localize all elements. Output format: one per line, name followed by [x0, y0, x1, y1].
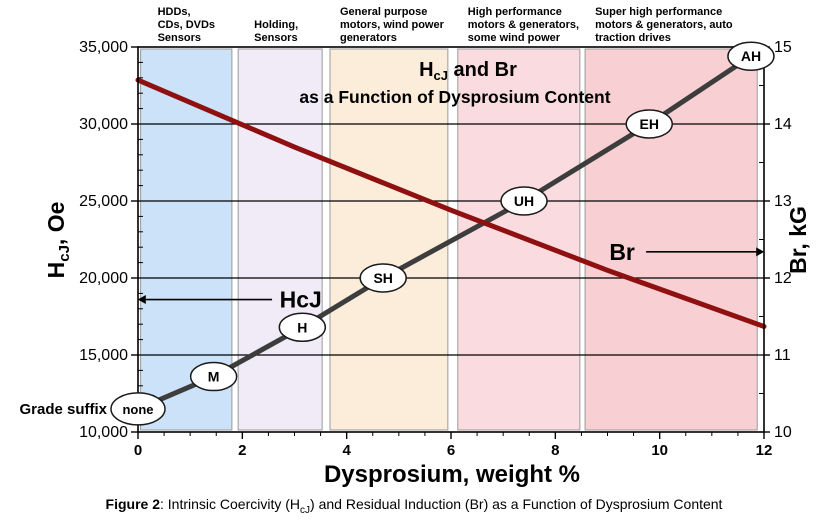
grade-oval-label-M: M [208, 369, 220, 385]
series-Br [135, 77, 767, 329]
caption-sep: : [160, 496, 168, 512]
x-axis-title: Dysprosium, weight % [324, 461, 580, 488]
band-holding-sensors [237, 48, 323, 431]
band-label-high-performance-motors-line3: some wind power [468, 32, 561, 44]
x-tick-label-8: 8 [551, 442, 559, 459]
y-left-tick-label-10,000: 10,000 [79, 424, 128, 441]
grade-oval-M [189, 361, 238, 392]
band-label-super-high-performance-motors-line2: motors & generators, auto [595, 19, 733, 31]
y-right-axis-title: Br, kG [785, 206, 811, 274]
grade-oval-AH [727, 41, 775, 71]
grade-oval-none [110, 392, 166, 426]
hcj-curve-label: HcJ [280, 287, 322, 313]
y-right-tick-label-13: 13 [774, 193, 792, 210]
grade-oval-label-none: none [122, 402, 153, 417]
y-left-tick-label-30,000: 30,000 [79, 116, 128, 133]
x-tick-label-10: 10 [651, 442, 668, 459]
band-label-super-high-performance-motors-line1: Super high performance [595, 6, 722, 18]
y-left-tick-label-35,000: 35,000 [79, 39, 128, 56]
figure-caption: Figure 2: Intrinsic Coercivity (HcJ) and… [0, 496, 828, 516]
band-label-general-purpose-motors-line1: General purpose [340, 6, 427, 18]
band-label-high-performance-motors-line2: motors & generators, [468, 19, 579, 31]
grade-oval-label-AH: AH [741, 48, 761, 64]
band-super-high-performance-motors [584, 48, 758, 431]
grade-oval-label-UH: UH [514, 193, 534, 209]
y-left-axis-title: HcJ, Oe [43, 202, 73, 279]
grade-oval-label-EH: EH [640, 116, 659, 132]
br-curve-label-arrowhead [756, 247, 765, 257]
y-right-tick-label-15: 15 [774, 39, 792, 56]
y-right-tick-label-11: 11 [774, 347, 791, 364]
grade-suffix-label: Grade suffix [19, 401, 107, 418]
br-curve-label: Br [609, 239, 635, 265]
y-right-tick-label-14: 14 [774, 116, 792, 133]
band-label-hdds-cds-dvds-sensors-line1: HDDs, [158, 6, 191, 18]
y-left-tick-label-20,000: 20,000 [79, 270, 128, 287]
band-high-performance-motors [457, 48, 581, 431]
caption-subscript: cJ [300, 504, 311, 516]
band-label-high-performance-motors-line1: High performance [468, 6, 562, 18]
y-right-tick-label-10: 10 [774, 424, 792, 441]
x-tick-label-2: 2 [238, 442, 246, 459]
grade-oval-SH [359, 263, 407, 293]
y-left-tick-label-25,000: 25,000 [79, 193, 128, 210]
band-label-hdds-cds-dvds-sensors-line2: CDs, DVDs [158, 19, 215, 31]
x-tick-label-12: 12 [756, 442, 773, 459]
x-tick-label-4: 4 [342, 442, 351, 459]
band-label-super-high-performance-motors-line3: traction drives [595, 32, 671, 44]
grade-oval-EH [625, 109, 673, 139]
band-label-general-purpose-motors-line3: generators [340, 32, 397, 44]
band-general-purpose-motors [329, 48, 449, 431]
chart-title-line1: HcJ and Br [419, 59, 517, 83]
band-label-general-purpose-motors-line2: motors, wind power [340, 19, 445, 31]
caption-text-post: ) and Residual Induction (Br) as a Funct… [310, 496, 723, 512]
band-label-hdds-cds-dvds-sensors-line3: Sensors [158, 32, 201, 44]
chart-title-line2: as a Function of Dysprosium Content [299, 87, 610, 107]
grade-oval-H [278, 312, 327, 343]
hcj-curve-label-arrowhead [137, 295, 146, 305]
band-label-holding-sensors-line2: Sensors [254, 32, 297, 44]
caption-text-pre: Intrinsic Coercivity (H [167, 496, 301, 512]
chart-canvas: HDDs,CDs, DVDsSensorsHolding,SensorsGene… [19, 6, 811, 488]
band-label-holding-sensors-line1: Holding, [254, 19, 298, 31]
x-tick-label-0: 0 [134, 442, 142, 459]
grade-oval-UH [500, 186, 548, 216]
x-tick-label-6: 6 [447, 442, 455, 459]
grade-oval-label-H: H [297, 319, 307, 335]
caption-figure-label: Figure 2 [105, 496, 160, 512]
y-right-tick-label-12: 12 [774, 270, 792, 287]
y-left-tick-label-15,000: 15,000 [79, 347, 128, 364]
grade-oval-label-SH: SH [373, 270, 392, 286]
